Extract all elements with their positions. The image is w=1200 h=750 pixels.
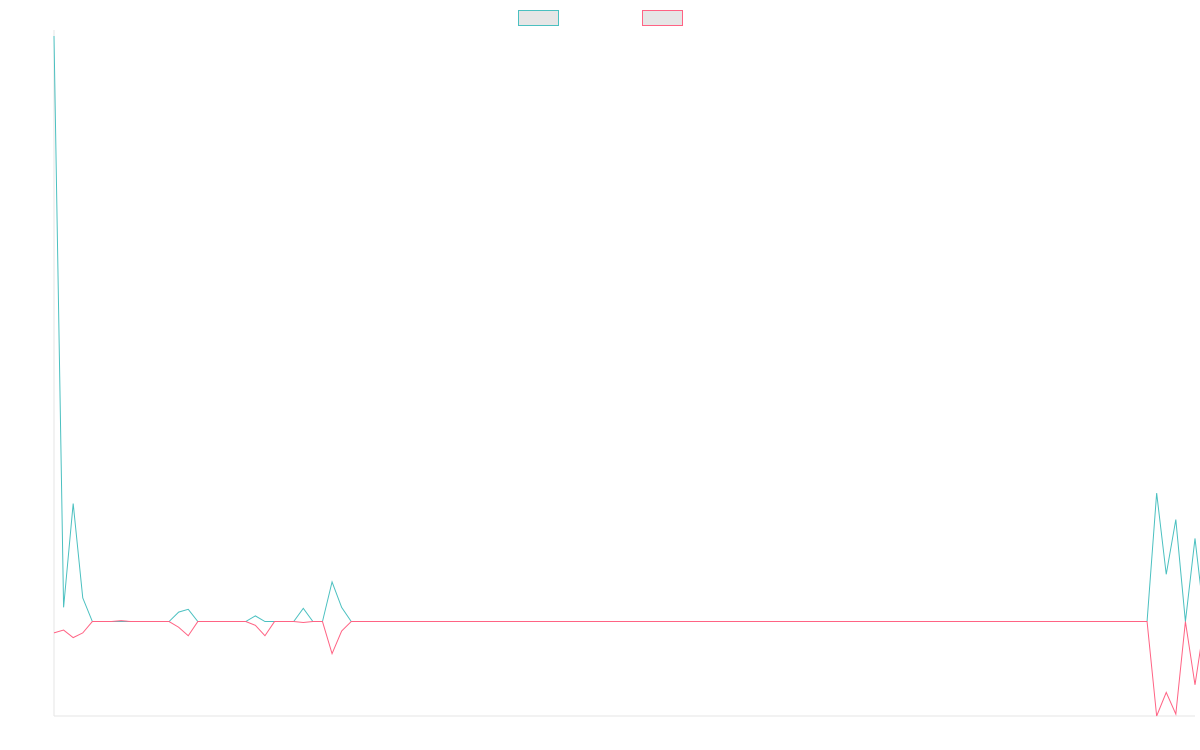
legend-swatch-1[interactable] xyxy=(518,10,559,26)
series-line-1 xyxy=(53,35,1200,623)
axes xyxy=(53,30,1195,717)
series-line-2 xyxy=(53,620,1200,717)
series-layer xyxy=(53,35,1200,717)
legend[interactable] xyxy=(518,10,683,26)
legend-swatch-2[interactable] xyxy=(642,10,683,26)
